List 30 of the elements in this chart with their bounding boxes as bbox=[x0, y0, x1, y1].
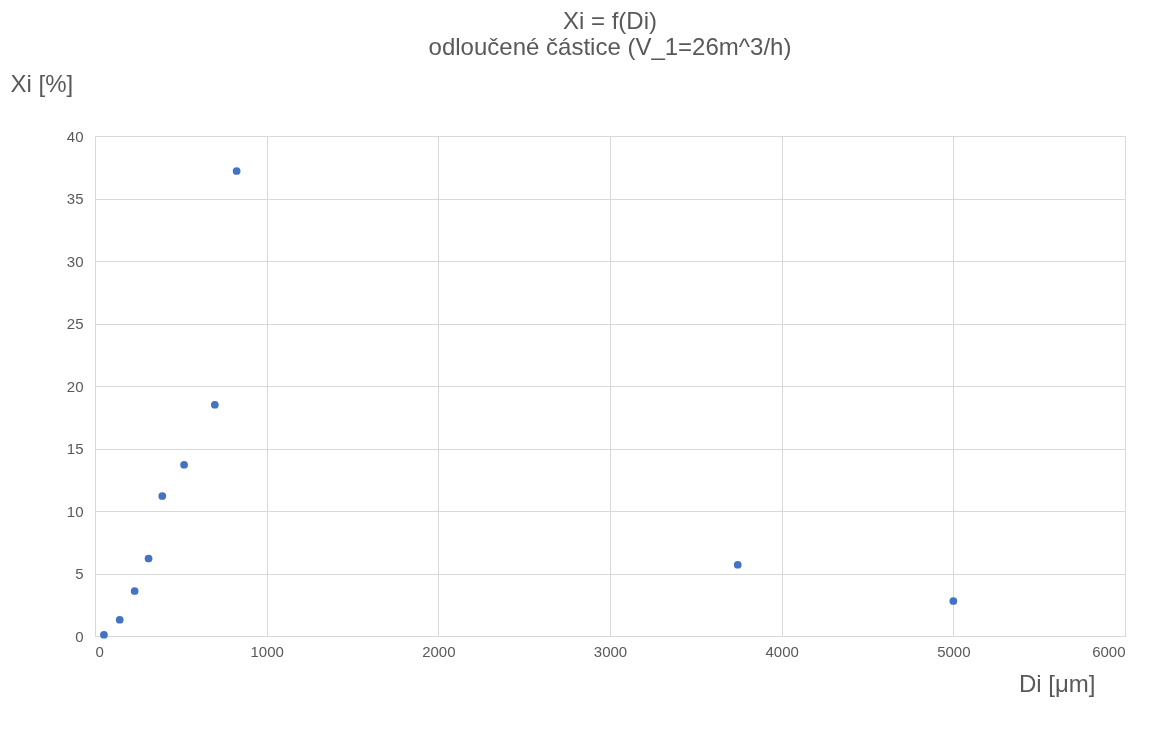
point bbox=[100, 630, 108, 639]
point bbox=[210, 400, 219, 409]
x-axis-title: Di [μm] bbox=[1019, 669, 1096, 697]
x-tick-label: 5000 bbox=[937, 642, 971, 660]
y-tick-label: 35 bbox=[66, 190, 84, 207]
point bbox=[115, 615, 124, 624]
y-tick-label: 20 bbox=[66, 377, 84, 395]
x-tick-label: 6000 bbox=[1092, 642, 1126, 660]
x-tick-label: 1000 bbox=[250, 642, 284, 660]
point bbox=[158, 492, 167, 500]
y-tick-label: 5 bbox=[75, 565, 84, 582]
y-tick-label: 0 bbox=[75, 627, 84, 645]
point bbox=[232, 167, 241, 175]
point bbox=[733, 560, 742, 569]
text: odloučené částice (V_1=26m^3/h) bbox=[428, 33, 792, 60]
x-tick-label: 3000 bbox=[593, 642, 628, 660]
y-axis-title: Xi [%] bbox=[10, 69, 74, 97]
y-tick-label: 15 bbox=[66, 440, 84, 457]
x-tick-label: 0 bbox=[95, 642, 104, 660]
y-tick-label: 25 bbox=[66, 315, 84, 332]
y-tick-label: 40 bbox=[66, 127, 84, 145]
point bbox=[949, 597, 958, 605]
y-tick-label: 10 bbox=[66, 502, 84, 520]
x-tick-label: 2000 bbox=[422, 642, 456, 660]
text: Xi = f(Di) bbox=[562, 7, 658, 34]
y-tick-label: 30 bbox=[66, 252, 84, 270]
point bbox=[144, 554, 153, 563]
point bbox=[180, 460, 188, 469]
point bbox=[130, 587, 139, 595]
x-tick-label: 4000 bbox=[765, 642, 799, 660]
